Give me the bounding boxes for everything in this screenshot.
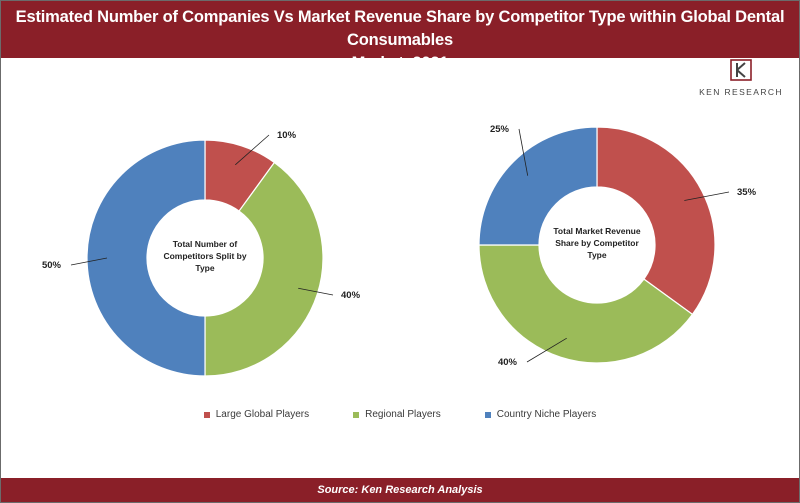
source-footer: Source: Ken Research Analysis xyxy=(1,478,799,502)
legend-swatch xyxy=(484,411,491,418)
title-banner: Estimated Number of Companies Vs Market … xyxy=(1,1,799,72)
chart-title-line-1: Estimated Number of Companies Vs Market … xyxy=(15,8,785,49)
center-title-line: Type xyxy=(195,263,214,273)
center-title-line: Type xyxy=(587,250,606,260)
data-label: 40% xyxy=(341,290,361,301)
leader-line xyxy=(526,337,567,363)
leader-line xyxy=(684,191,730,201)
legend-swatch xyxy=(353,411,360,418)
chart-title-line-2: Market, 2021 xyxy=(351,54,449,72)
data-label: 50% xyxy=(42,260,62,271)
data-label: 35% xyxy=(737,187,757,198)
leader-line xyxy=(235,134,270,166)
center-title-line: Competitors Split by xyxy=(163,251,246,261)
legend: Large Global Players Regional Players Coun… xyxy=(1,409,799,420)
ken-research-logo: KEN RESEARCH xyxy=(689,59,793,97)
slice-country-niche-players xyxy=(478,126,598,246)
donut-charts: 10% 40% 50% Total Number of Competitors Spli… xyxy=(42,124,757,377)
leader-line xyxy=(298,287,334,296)
legend-swatch xyxy=(203,411,210,418)
ken-research-logo-icon xyxy=(730,59,752,81)
leader-line xyxy=(518,128,529,176)
data-label: 25% xyxy=(490,124,510,135)
slice-regional-players xyxy=(478,244,694,364)
logo-text: KEN RESEARCH xyxy=(699,87,783,97)
donut-chart-1: 10% 40% 50% Total Number of Competitors Spli… xyxy=(42,130,361,377)
data-label: 10% xyxy=(277,130,297,141)
legend-label: Regional Players xyxy=(365,409,441,420)
legend-item: Large Global Players xyxy=(203,409,310,420)
center-title-line: Total Market Revenue xyxy=(553,226,641,236)
slice-country-niche-players xyxy=(86,139,206,377)
center-title-line: Total Number of xyxy=(173,239,238,249)
legend-label: Large Global Players xyxy=(215,409,310,420)
source-text: Source: Ken Research Analysis xyxy=(317,484,483,496)
legend-item: Regional Players xyxy=(353,409,441,420)
data-label: 40% xyxy=(498,357,518,368)
slice-regional-players xyxy=(204,161,324,377)
leader-line xyxy=(70,257,108,266)
donut-chart-2: 35% 40% 25% Total Market Revenue Share by Co… xyxy=(478,124,757,368)
legend-item: Country Niche Players xyxy=(484,409,597,420)
center-title-line: Share by Competitor xyxy=(555,238,639,248)
slice-large-global-players xyxy=(596,126,716,316)
legend-label: Country Niche Players xyxy=(496,409,597,420)
